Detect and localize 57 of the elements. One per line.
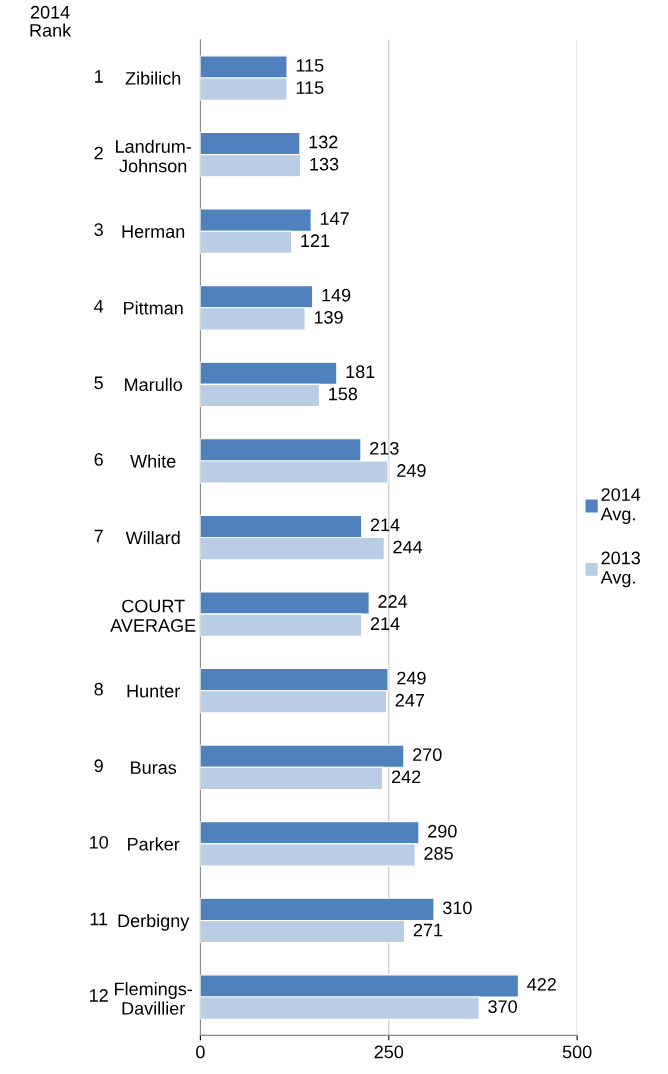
data-label: 370 (488, 1000, 517, 1013)
data-label: 242 (391, 770, 421, 784)
text: 1 (95, 70, 103, 83)
data-label: 249 (397, 671, 426, 685)
data-label: 214 (370, 617, 400, 630)
y-tick-label: Landrum- Johnson (116, 139, 192, 173)
text: 11 (90, 912, 108, 926)
data-label: 270 (413, 748, 442, 762)
text: 5 (94, 376, 103, 390)
y-tick-label: Parker (128, 837, 180, 851)
x-tick-label: 250 (374, 1045, 404, 1059)
data-label: 132 (309, 135, 338, 149)
data-label: 158 (329, 387, 358, 401)
y-tick-label: Derbigny (118, 913, 190, 931)
data-label: 290 (428, 824, 457, 838)
data-label: 213 (370, 441, 399, 455)
data-label: 121 (301, 234, 330, 247)
data-label: 133 (310, 157, 339, 171)
data-label: 224 (378, 595, 408, 608)
text: 3 (94, 223, 103, 237)
y-tick-label: Marullo (125, 377, 183, 392)
data-label: 115 (296, 81, 324, 94)
y-tick-label: Herman (122, 225, 185, 238)
legend-label: 2013 Avg. (600, 551, 640, 588)
legend-label: 2014 Avg. (600, 488, 641, 524)
data-label: 422 (527, 978, 556, 991)
data-label: 249 (397, 464, 426, 477)
x-tick-label: 0 (196, 1045, 205, 1059)
y-tick-label: COURT AVERAGE (110, 599, 196, 632)
y-tick-label: White (130, 454, 176, 468)
y-tick-label: Buras (131, 761, 177, 775)
data-label: 244 (393, 540, 423, 554)
text: 9 (94, 759, 103, 773)
text: 7 (94, 529, 103, 543)
text: 2014 Rank (30, 5, 72, 37)
y-tick-label: Hunter (127, 684, 180, 698)
data-label: 149 (322, 288, 351, 302)
y-tick-label: Willard (125, 530, 180, 545)
data-label: 247 (395, 693, 425, 707)
text: 12 (90, 989, 108, 1002)
y-tick-label: Pittman (124, 301, 183, 315)
data-label: 147 (320, 212, 349, 225)
data-label: 285 (424, 847, 453, 860)
text: 10 (90, 835, 109, 849)
y-tick-label: Flemings- Davillier (115, 982, 193, 1015)
y-tick-label: Zibilich (125, 71, 181, 85)
x-tick-label: 500 (562, 1045, 592, 1059)
data-label: 115 (296, 59, 324, 72)
text: 2 (94, 146, 103, 160)
data-label: 139 (314, 310, 343, 324)
text: 4 (94, 300, 104, 313)
text: 6 (94, 453, 103, 466)
data-label: 214 (370, 518, 400, 532)
data-label: 310 (443, 901, 472, 915)
data-label: 271 (413, 923, 443, 937)
text: 8 (94, 682, 103, 696)
data-label: 181 (346, 365, 375, 379)
